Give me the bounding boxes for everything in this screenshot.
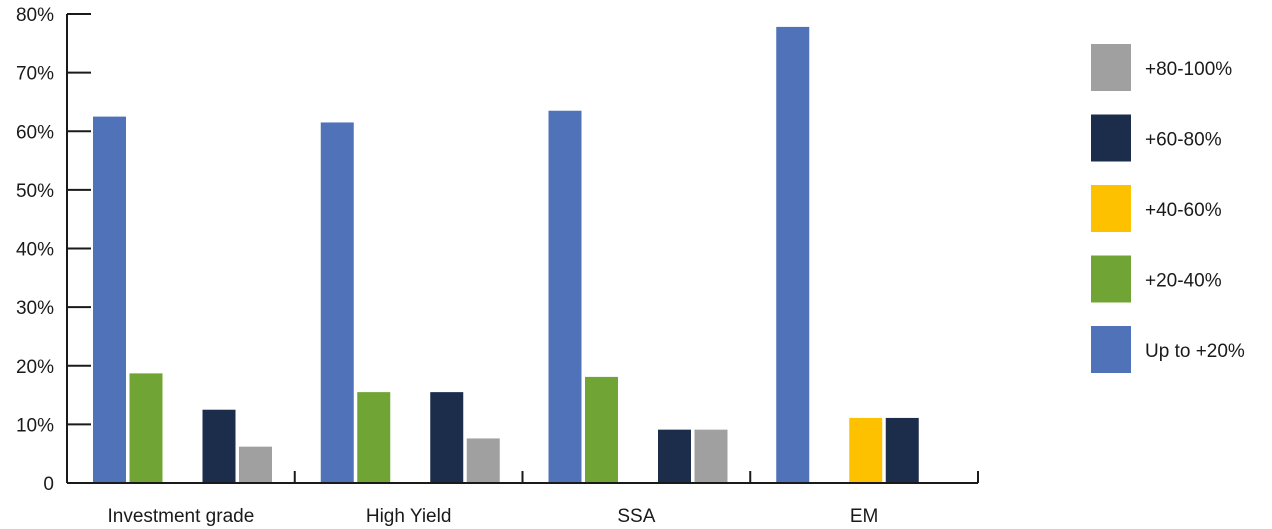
bar — [885, 417, 919, 483]
legend-label: +60-80% — [1145, 130, 1222, 151]
x-category-label: Investment grade — [107, 506, 254, 527]
x-category-label: SSA — [617, 506, 655, 527]
bar — [430, 392, 464, 483]
y-tick-label: 20% — [16, 357, 54, 378]
bar — [694, 429, 728, 483]
bar — [239, 446, 272, 483]
bar — [585, 376, 618, 483]
x-category-label: High Yield — [366, 506, 452, 527]
bar — [776, 26, 810, 484]
y-tick-label: 40% — [16, 240, 54, 261]
legend-label: +80-100% — [1145, 59, 1232, 80]
bar — [320, 122, 354, 484]
legend-swatch — [1091, 255, 1131, 303]
bar — [129, 373, 163, 483]
legend-label: +20-40% — [1145, 271, 1222, 292]
y-tick-label: 80% — [16, 5, 54, 26]
axes-group: 0 10% 20% 30% 40% 50% 60% 70% 80% Investment grad… — [16, 5, 979, 527]
legend-swatch — [1091, 326, 1131, 373]
bar — [202, 409, 236, 483]
y-tick-label: 0 — [43, 474, 54, 495]
y-tick-label: 30% — [16, 298, 54, 319]
legend-swatch — [1091, 44, 1131, 91]
bar — [466, 438, 500, 483]
y-tick-label: 10% — [16, 415, 54, 436]
bar — [658, 429, 691, 483]
legend-swatch — [1091, 114, 1131, 162]
x-category-label: EM — [850, 506, 879, 527]
legend-swatch — [1091, 185, 1131, 232]
bar — [548, 110, 582, 483]
bar — [849, 417, 883, 483]
legend-label: Up to +20% — [1145, 341, 1245, 362]
y-tick-label: 60% — [16, 122, 54, 143]
legend-label: +40-60% — [1145, 200, 1222, 221]
bar — [93, 116, 126, 483]
bars-group — [93, 26, 919, 484]
bar — [357, 392, 391, 483]
legend: +80-100% +60-80% +40-60% +20-40% Up to +20% — [1091, 44, 1245, 373]
y-tick-label: 50% — [16, 181, 54, 202]
y-tick-label: 70% — [16, 64, 54, 85]
